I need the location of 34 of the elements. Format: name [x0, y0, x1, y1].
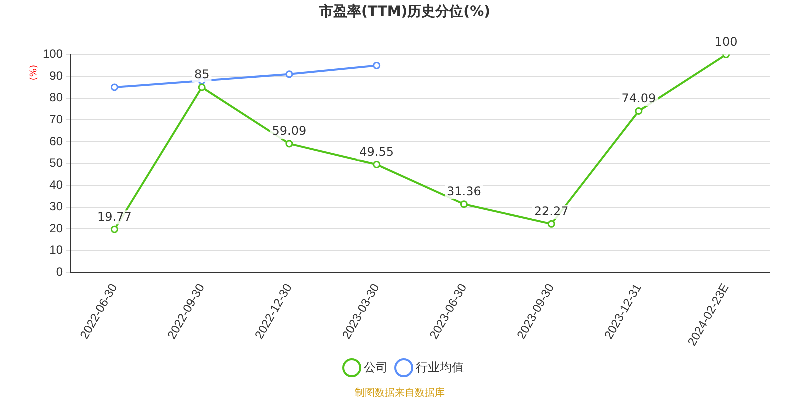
point	[286, 140, 294, 148]
point	[373, 62, 381, 70]
chart-title: 市盈率(TTM)历史分位(%)	[318, 3, 490, 20]
data-label: 49.55	[360, 144, 394, 159]
y-tick-label: 50	[50, 156, 64, 170]
point	[548, 220, 556, 228]
point	[110, 84, 118, 92]
legend-label: 公司	[364, 360, 388, 374]
point	[460, 200, 468, 208]
point	[635, 108, 643, 116]
point	[198, 84, 206, 92]
text: 制图数据来自数据库	[354, 386, 446, 400]
point	[286, 70, 294, 78]
data-label: 31.36	[447, 184, 482, 198]
y-tick-label: 70	[50, 112, 64, 126]
data-label: 59.09	[272, 124, 307, 138]
data-label: 19.77	[98, 210, 132, 224]
y-tick-label: 0	[56, 265, 64, 280]
y-axis-title: (%)	[29, 65, 40, 81]
y-tick-label: 40	[50, 178, 64, 192]
data-label: 85	[194, 68, 210, 82]
y-tick-label: 90	[50, 68, 64, 83]
legend-label: 行业均值	[416, 360, 464, 374]
data-label: 100	[714, 34, 738, 49]
y-tick-label: 80	[50, 90, 64, 105]
y-tick-label: 30	[50, 200, 64, 214]
y-tick-label: 60	[50, 134, 64, 148]
y-tick-label: 10	[50, 243, 64, 258]
point	[110, 226, 118, 234]
y-tick-label: 20	[50, 221, 64, 236]
data-label: 74.09	[622, 91, 656, 106]
y-tick-label: 100	[42, 47, 64, 62]
data-label: 22.27	[534, 204, 569, 218]
point	[373, 160, 381, 168]
